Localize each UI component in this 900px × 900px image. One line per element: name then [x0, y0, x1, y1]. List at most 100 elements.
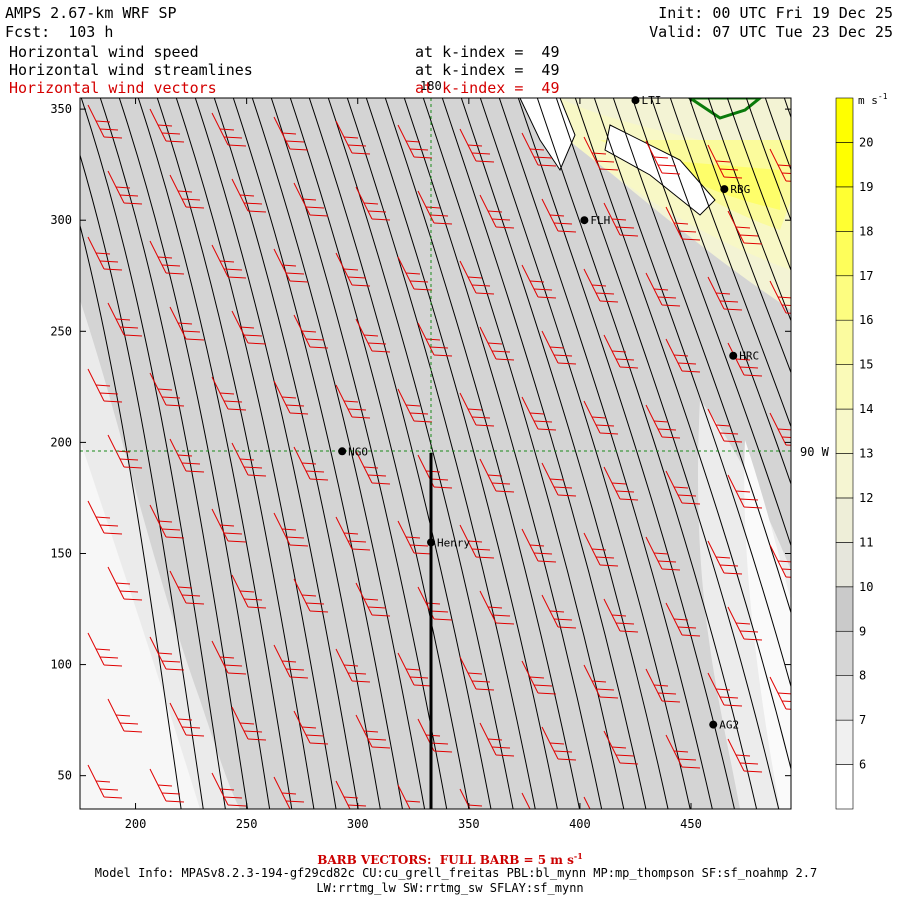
wind-barb	[583, 136, 619, 171]
wind-barb	[87, 236, 123, 271]
x-tick-label: 250	[236, 817, 258, 831]
forecast-hour: Fcst: 103 h	[5, 23, 114, 41]
station-marker	[427, 538, 436, 547]
y-tick-label: 150	[50, 546, 72, 560]
wind-barb	[645, 536, 681, 571]
map-grid-lines	[80, 98, 791, 809]
wind-barb	[727, 342, 763, 377]
wind-barb	[397, 784, 421, 809]
stations: NGO Henry FLH RBG HRC AG2 LTI	[338, 94, 759, 732]
wind-barb	[479, 194, 515, 229]
wind-barb	[665, 602, 701, 637]
wind-barb	[211, 376, 247, 411]
y-tick-label: 50	[58, 769, 72, 783]
wind-barb	[397, 520, 433, 555]
streamline	[536, 98, 758, 809]
streamline	[365, 98, 558, 809]
colorbar-swatch	[835, 586, 854, 632]
colorbar-swatch	[835, 319, 854, 365]
x-tick-label: 200	[125, 817, 147, 831]
streamline	[232, 98, 403, 809]
wind-barb	[479, 326, 515, 361]
colorbar-label: 6	[859, 758, 866, 772]
wind-barb	[87, 104, 123, 139]
wind-barb	[107, 566, 143, 601]
wind-barb	[583, 796, 591, 809]
streamline	[327, 98, 514, 809]
wind-barb	[541, 198, 577, 233]
wind-barb	[707, 540, 743, 575]
colorbar-label: 12	[859, 491, 873, 505]
station-label: LTI	[641, 94, 661, 107]
colorbar-swatch	[835, 497, 854, 543]
wind-barb	[397, 652, 433, 687]
valid-time: Valid: 07 UTC Tue 23 Dec 25	[649, 23, 893, 41]
streamline	[612, 98, 791, 615]
wind-barb	[335, 252, 371, 287]
wind-barb	[293, 182, 329, 217]
streamline	[593, 98, 791, 689]
wind-barb	[479, 722, 515, 757]
wind-barb	[355, 318, 391, 353]
wind-barb	[107, 170, 143, 205]
wind-barb	[273, 116, 309, 151]
streamline	[175, 98, 337, 809]
y-tick-label: 200	[50, 435, 72, 449]
wind-barb	[727, 210, 763, 245]
colorbar-label: 13	[859, 447, 873, 461]
colorbar-swatch	[835, 408, 854, 454]
wind-barb	[541, 330, 577, 365]
y-tick-label: 100	[50, 658, 72, 672]
wind-barb	[521, 528, 557, 563]
streamline	[422, 98, 625, 809]
field-name-vectors: Horizontal wind vectors	[9, 79, 217, 97]
colorbar-swatch	[835, 542, 854, 588]
wind-barb	[727, 474, 763, 509]
wind-barb	[231, 178, 267, 213]
streamline	[650, 98, 791, 486]
colorbar-swatch	[835, 186, 854, 232]
wind-barb	[149, 372, 185, 407]
wind-barb	[211, 508, 247, 543]
wind-barb	[417, 322, 453, 357]
colorbar-swatch	[835, 142, 854, 188]
wind-barb	[87, 368, 123, 403]
wind-barb	[335, 780, 367, 809]
wind-barb	[169, 702, 205, 737]
parallel-label: 90 W	[800, 445, 830, 459]
station-marker	[631, 96, 640, 105]
wind-barb	[479, 458, 515, 493]
station-label: Henry	[437, 536, 470, 549]
wind-barb	[583, 268, 619, 303]
model-info-2: LW:rrtmg_lw SW:rrtmg_sw SFLAY:sf_mynn	[316, 881, 584, 895]
wind-barb	[459, 656, 495, 691]
wind-barb	[417, 190, 453, 225]
wind-barb	[541, 726, 577, 761]
model-info: Model Info: MPASv8.2.3-194-gf29cd82c CU:…	[94, 866, 818, 880]
colorbar-swatch	[835, 97, 854, 143]
wind-barb	[645, 140, 681, 175]
wind-barb	[107, 302, 143, 337]
streamline	[555, 98, 780, 809]
wind-barb	[727, 606, 763, 641]
wind-barb	[521, 264, 557, 299]
wind-barb	[603, 730, 639, 765]
streamline	[384, 98, 581, 809]
wind-barbs	[87, 104, 791, 809]
field-level-vectors: at k-index = 49	[415, 79, 560, 97]
wind-barb	[479, 590, 515, 625]
y-tick-label: 250	[50, 324, 72, 338]
wind-barb	[769, 412, 791, 446]
wind-barb	[335, 648, 371, 683]
barb-note-exponent: -1	[573, 851, 583, 861]
station-label: RBG	[730, 183, 750, 196]
wind-barb	[211, 772, 247, 807]
streamline	[213, 98, 381, 809]
wind-barb	[231, 310, 267, 345]
wind-barb	[293, 578, 329, 613]
wind-barb	[459, 524, 495, 559]
colorbar-label: 16	[859, 313, 873, 327]
streamline	[194, 98, 359, 809]
wind-barb	[273, 380, 309, 415]
wind-barb	[335, 516, 371, 551]
